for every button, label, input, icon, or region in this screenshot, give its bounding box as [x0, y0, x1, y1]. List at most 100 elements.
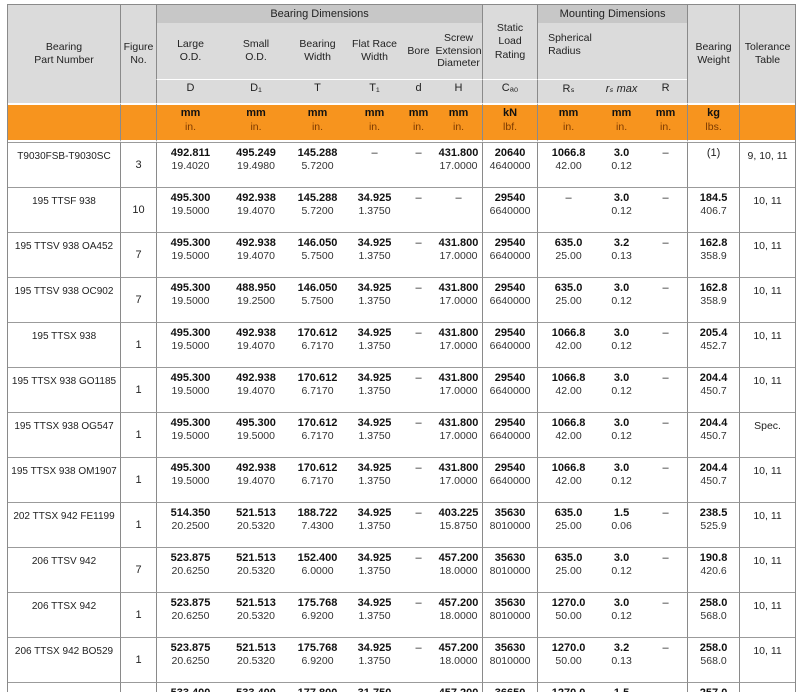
cell-flat-race-width: 34.925 1.3750 — [347, 637, 402, 682]
cell-bearing-width: 175.768 6.9200 — [288, 637, 347, 682]
cell-bearing-weight: 258.0 568.0 — [687, 637, 740, 682]
header-bore: Bore — [402, 23, 435, 79]
unit-in: in. — [660, 120, 672, 133]
unit-mm: mm — [180, 107, 201, 119]
symbol-T1: T₁ — [347, 79, 402, 103]
cell-bore: – — [402, 457, 435, 502]
units-row: mm in. mm in. mm in. mm in. mm in. mm in. kN lb… — [8, 103, 796, 142]
figure-no: 1 — [120, 367, 156, 412]
cell-bearing-width: 170.612 6.7170 — [288, 412, 347, 457]
units-R: mm in. — [644, 103, 688, 142]
part-number: 195 TTSX 938 OG547 — [8, 412, 120, 457]
cell-large-od: 523.875 20.6250 — [156, 592, 224, 637]
cell-flat-race-width: 34.925 1.3750 — [347, 412, 402, 457]
unit-kN: kN — [503, 107, 518, 119]
part-number: 195 TTSF 938 — [8, 187, 120, 232]
table-header: Bearing Part Number Figure No. Bearing D… — [8, 5, 796, 142]
table-row: T9030FSB-T9030SC 3 492.811 19.4020 495.24… — [8, 142, 796, 187]
symbol-rs-max: rₛ max — [599, 79, 645, 103]
cell-rs-max: 1.50.06 — [599, 682, 645, 692]
symbol-H: H — [435, 79, 483, 103]
header-spherical-radius: Spherical Radius — [537, 23, 688, 79]
unit-in: in. — [616, 120, 628, 133]
header-symbols-row: D D₁ T T₁ d H Cₐ₀ Rₛ rₛ max R — [8, 79, 795, 103]
tolerance-value: 10, 11 — [739, 547, 796, 592]
figure-no: 10 — [120, 187, 156, 232]
units-large-od: mm in. — [156, 103, 224, 142]
cell-rs-max: 3.0 0.12 — [599, 277, 645, 322]
units-rs-max: mm in. — [599, 103, 645, 142]
cell-small-od: 492.938 19.4070 — [224, 457, 288, 502]
symbol-Ca0: Cₐ₀ — [482, 79, 538, 103]
cell-r: – — [644, 277, 688, 322]
figure-no: 1 — [120, 637, 156, 682]
bearing-spec-table: Bearing Part Number Figure No. Bearing D… — [7, 4, 797, 692]
cell-bore: – — [402, 277, 435, 322]
figure-no: 7 — [120, 277, 156, 322]
cell-large-od: 495.300 19.5000 — [156, 277, 224, 322]
cell-small-od: 495.249 19.4980 — [224, 142, 288, 187]
cell-static-load-rating: 35630 8010000 — [482, 547, 538, 592]
symbol-d: d — [402, 79, 435, 103]
cell-bore: – — [402, 142, 435, 187]
units-figure-empty — [120, 103, 156, 142]
units-Rs: mm in. — [537, 103, 600, 142]
cell-static-load-rating: 20640 4640000 — [482, 142, 538, 187]
cell-bore: – — [402, 682, 435, 692]
tolerance-value: 10, 11 — [739, 502, 796, 547]
cell-flat-race-width: 34.925 1.3750 — [347, 457, 402, 502]
cell-bearing-width: 170.612 6.7170 — [288, 457, 347, 502]
header-figure-no: Figure No. — [120, 5, 156, 103]
figure-no: 1 — [120, 457, 156, 502]
part-number: 195 TTSV 938 OA452 — [8, 232, 120, 277]
header-group-row: Bearing Part Number Figure No. Bearing D… — [8, 5, 796, 103]
unit-mm: mm — [448, 107, 469, 119]
cell-bearing-width: 146.050 5.7500 — [288, 277, 347, 322]
cell-r: – — [644, 142, 688, 187]
part-number: 206 TTSX 942 — [8, 592, 120, 637]
units-bore: mm in. — [402, 103, 435, 142]
units-screw: mm in. — [435, 103, 483, 142]
tolerance-value: Spec. — [739, 412, 796, 457]
part-number: 195 TTSX 938 GO1185 — [8, 367, 120, 412]
cell-flat-race-width: 34.925 1.3750 — [347, 187, 402, 232]
cell-spherical-radius: 1066.8 42.00 — [537, 142, 600, 187]
unit-in: in. — [184, 120, 197, 133]
cell-bearing-width: 170.612 6.7170 — [288, 367, 347, 412]
cell-r: – — [644, 547, 688, 592]
table-row: 195 TTSV 938 OA452 7 495.300 19.5000 492.… — [8, 232, 796, 277]
figure-no: 1 — [120, 502, 156, 547]
tolerance-value: 10, 11 — [739, 232, 796, 277]
table-row: 206 TTSX 942 BO529 1 523.875 20.6250 521.… — [8, 637, 796, 682]
cell-small-od: 521.513 20.5320 — [224, 547, 288, 592]
cell-static-load-rating: 29540 6640000 — [482, 457, 538, 502]
table-row: 206 TTSV 942 7 523.875 20.6250 521.513 20.… — [8, 547, 796, 592]
figure-no: 7 — [120, 682, 156, 692]
header-names-row: Large O.D. Small O.D. Bearing Width Flat… — [8, 23, 795, 79]
table-row: 210 TTSV 944 CA1481 7 533.40021.0000 533… — [8, 682, 796, 692]
unit-in: in. — [563, 120, 575, 133]
cell-spherical-radius: 635.0 25.00 — [537, 232, 600, 277]
cell-bore: – — [402, 232, 435, 277]
cell-r: – — [644, 502, 688, 547]
cell-flat-race-width: 34.925 1.3750 — [347, 502, 402, 547]
cell-bearing-weight: 204.4 450.7 — [687, 412, 740, 457]
cell-bearing-weight: 238.5 525.9 — [687, 502, 740, 547]
figure-no: 7 — [120, 547, 156, 592]
cell-small-od: 495.300 19.5000 — [224, 412, 288, 457]
cell-large-od: 495.300 19.5000 — [156, 367, 224, 412]
unit-kg: kg — [707, 107, 720, 119]
cell-flat-race-width: 34.925 1.3750 — [347, 547, 402, 592]
cell-spherical-radius: 1066.8 42.00 — [537, 367, 600, 412]
part-number: 195 TTSX 938 — [8, 322, 120, 367]
cell-static-load-rating: 29540 6640000 — [482, 187, 538, 232]
cell-screw-extension-diameter: 431.800 17.0000 — [435, 277, 483, 322]
table-row: 195 TTSX 938 GO1185 1 495.300 19.5000 492… — [8, 367, 796, 412]
unit-in: in. — [412, 120, 425, 133]
cell-large-od: 495.300 19.5000 — [156, 412, 224, 457]
